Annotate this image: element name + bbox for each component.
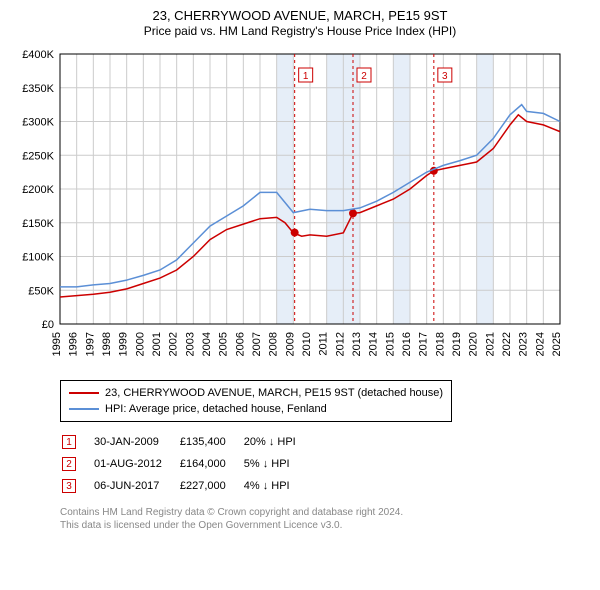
marker-num-badge: 1 (62, 435, 76, 449)
footer-attribution: Contains HM Land Registry data © Crown c… (60, 506, 590, 532)
y-tick-label: £150K (22, 218, 54, 230)
marker-cell-price: £135,400 (180, 432, 242, 452)
marker-row: 1 30-JAN-2009£135,40020% ↓ HPI (62, 432, 312, 452)
y-tick-label: £100K (22, 252, 54, 264)
marker-cell-price: £164,000 (180, 454, 242, 474)
x-tick-label: 2009 (284, 332, 296, 356)
y-tick-label: £350K (22, 83, 54, 95)
legend-swatch (69, 392, 99, 394)
x-tick-label: 2006 (234, 332, 246, 356)
marker-num-badge: 2 (62, 457, 76, 471)
x-tick-label: 2016 (401, 332, 413, 356)
chart-svg: £0 £50K £100K £150K £200K £250K £300K £350K £400… (10, 44, 570, 374)
chart-plot: £0 £50K £100K £150K £200K £250K £300K £350K £400… (10, 44, 590, 374)
marker-row: 3 06-JUN-2017£227,0004% ↓ HPI (62, 476, 312, 496)
legend-swatch (69, 408, 99, 410)
y-tick-label: £0 (42, 319, 54, 331)
footer-line-2: This data is licensed under the Open Gov… (60, 519, 590, 532)
marker-cell-num: 3 (62, 476, 92, 496)
x-tick-label: 2014 (368, 332, 380, 356)
x-tick-label: 2010 (301, 332, 313, 356)
legend: 23, CHERRYWOOD AVENUE, MARCH, PE15 9ST (… (60, 380, 452, 422)
y-tick-label: £50K (28, 285, 54, 297)
chart-title: 23, CHERRYWOOD AVENUE, MARCH, PE15 9ST (10, 8, 590, 23)
x-tick-label: 2005 (218, 332, 230, 356)
x-tick-label: 2013 (351, 332, 363, 356)
marker-cell-price: £227,000 (180, 476, 242, 496)
y-tick-label: £250K (22, 150, 54, 162)
chart-container: 23, CHERRYWOOD AVENUE, MARCH, PE15 9ST P… (0, 0, 600, 540)
x-tick-label: 2024 (534, 332, 546, 356)
marker-cell-delta: 5% ↓ HPI (244, 454, 312, 474)
x-tick-label: 2021 (484, 332, 496, 356)
x-tick-label: 1996 (68, 332, 80, 356)
marker-cell-date: 30-JAN-2009 (94, 432, 178, 452)
marker-dot (291, 229, 299, 237)
x-tick-label: 2023 (518, 332, 530, 356)
marker-number: 3 (442, 71, 448, 82)
legend-item: 23, CHERRYWOOD AVENUE, MARCH, PE15 9ST (… (69, 385, 443, 401)
x-tick-label: 2012 (334, 332, 346, 356)
marker-cell-date: 06-JUN-2017 (94, 476, 178, 496)
x-tick-label: 2000 (134, 332, 146, 356)
x-tick-label: 1998 (101, 332, 113, 356)
marker-cell-date: 01-AUG-2012 (94, 454, 178, 474)
x-tick-label: 2002 (168, 332, 180, 356)
x-tick-label: 2007 (251, 332, 263, 356)
x-tick-label: 2001 (151, 332, 163, 356)
marker-cell-num: 1 (62, 432, 92, 452)
x-tick-label: 2011 (318, 332, 330, 356)
marker-row: 2 01-AUG-2012£164,0005% ↓ HPI (62, 454, 312, 474)
marker-number: 1 (303, 71, 309, 82)
marker-table: 1 30-JAN-2009£135,40020% ↓ HPI 2 01-AUG-201… (60, 430, 314, 498)
x-tick-label: 2019 (451, 332, 463, 356)
x-tick-label: 2017 (418, 332, 430, 356)
x-tick-label: 2018 (434, 332, 446, 356)
x-tick-label: 2025 (551, 332, 563, 356)
x-tick-label: 2003 (184, 332, 196, 356)
marker-cell-delta: 4% ↓ HPI (244, 476, 312, 496)
marker-cell-delta: 20% ↓ HPI (244, 432, 312, 452)
legend-item: HPI: Average price, detached house, Fenl… (69, 401, 443, 417)
x-tick-label: 2020 (468, 332, 480, 356)
y-tick-label: £200K (22, 184, 54, 196)
y-tick-label: £300K (22, 117, 54, 129)
x-tick-label: 1997 (84, 332, 96, 356)
marker-cell-num: 2 (62, 454, 92, 474)
x-tick-label: 2015 (384, 332, 396, 356)
y-tick-label: £400K (22, 49, 54, 61)
footer-line-1: Contains HM Land Registry data © Crown c… (60, 506, 590, 519)
chart-subtitle: Price paid vs. HM Land Registry's House … (10, 24, 590, 38)
x-tick-label: 2008 (268, 332, 280, 356)
x-tick-label: 2022 (501, 332, 513, 356)
x-tick-label: 1999 (118, 332, 130, 356)
x-tick-label: 1995 (51, 332, 63, 356)
legend-label: 23, CHERRYWOOD AVENUE, MARCH, PE15 9ST (… (105, 387, 443, 399)
marker-num-badge: 3 (62, 479, 76, 493)
marker-number: 2 (361, 71, 367, 82)
legend-label: HPI: Average price, detached house, Fenl… (105, 403, 327, 415)
x-tick-label: 2004 (201, 332, 213, 356)
